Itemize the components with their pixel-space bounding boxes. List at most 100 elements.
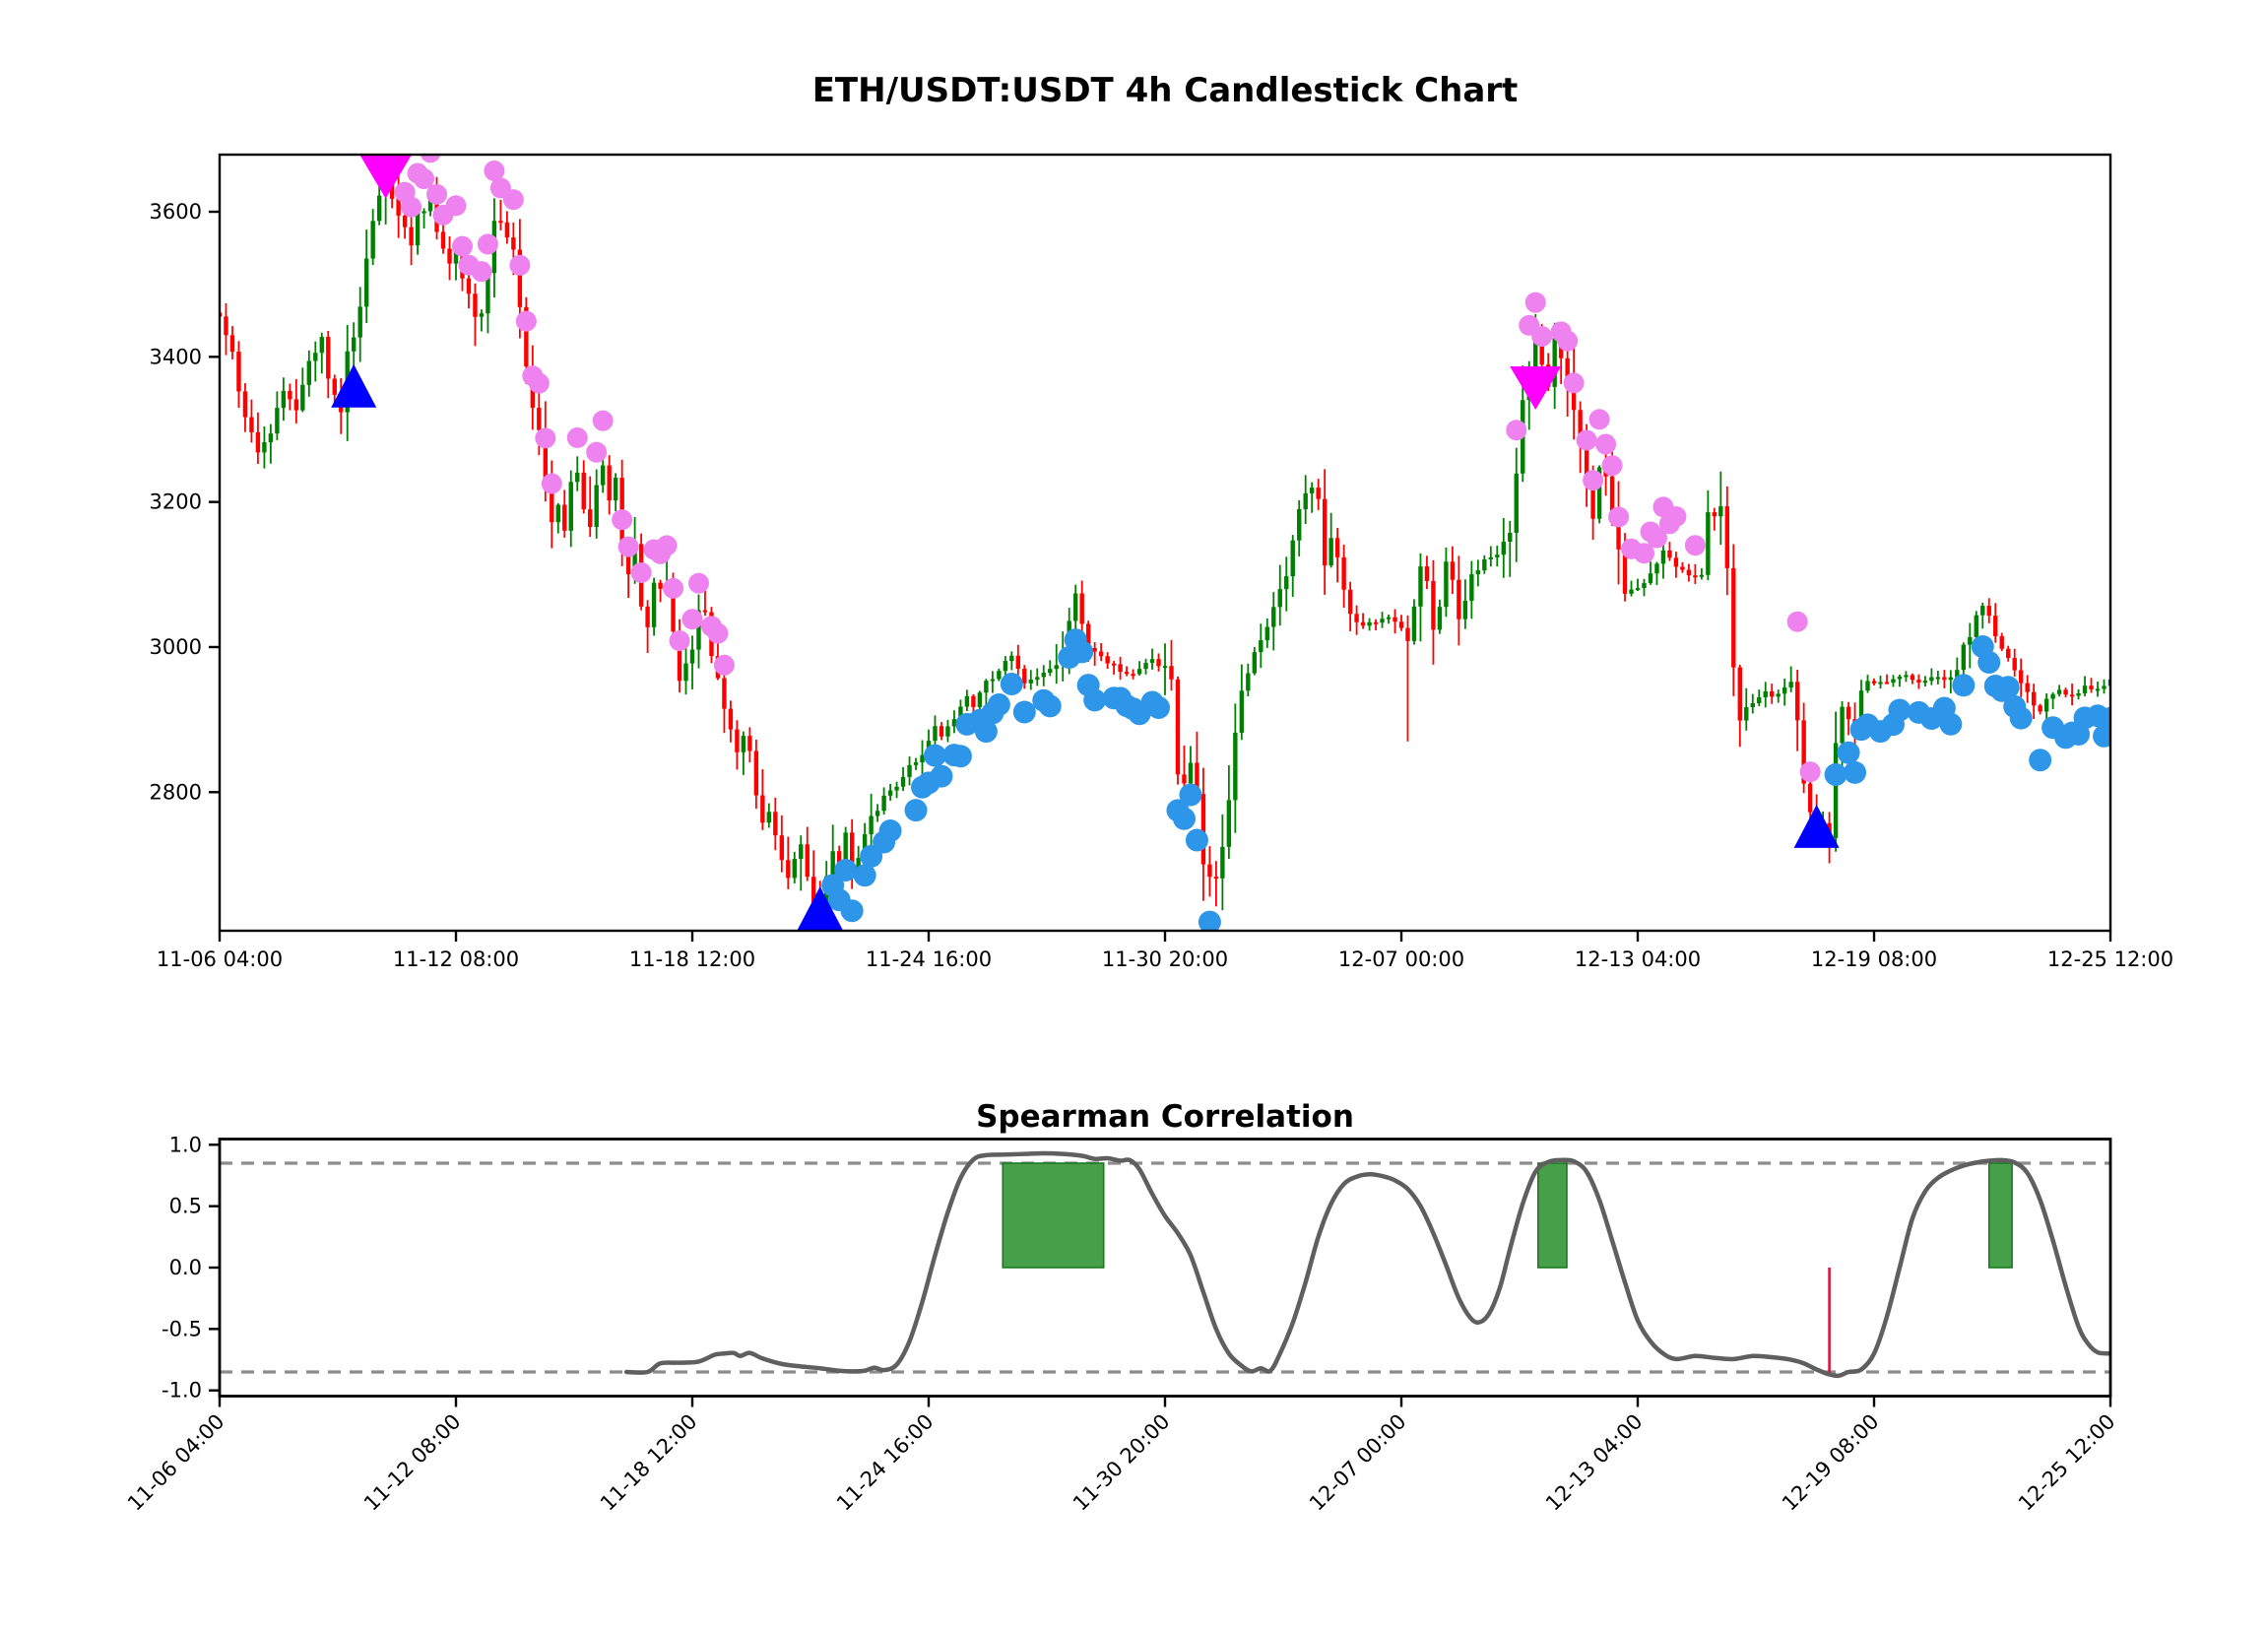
candle-body <box>249 417 254 432</box>
pink-dot <box>477 233 498 255</box>
threshold-lines-group <box>220 1161 2110 1374</box>
highlight-bar <box>1537 1162 1568 1269</box>
candle-body <box>1782 686 1787 694</box>
pink-dot <box>1506 420 1527 441</box>
candle-body <box>1462 600 1468 620</box>
blue-dot <box>930 764 953 788</box>
candle-body <box>1968 636 1973 645</box>
candle-body <box>1686 569 1692 576</box>
candle-body <box>1277 589 1282 608</box>
candle-body <box>1508 532 1513 542</box>
pink-dot <box>592 410 614 431</box>
candle-body <box>2025 683 2030 692</box>
candle-body <box>313 353 318 361</box>
candle-body <box>869 816 874 835</box>
highlight-bars-group <box>1002 1162 2013 1269</box>
blue-dot <box>1198 910 1221 931</box>
candle-body <box>319 337 324 354</box>
candle-body <box>1667 550 1672 558</box>
highlight-bar <box>1002 1162 1105 1269</box>
candle-body <box>229 335 235 353</box>
candle-body <box>805 844 810 878</box>
candle-body <box>722 678 727 709</box>
candle-body <box>671 582 676 631</box>
candle-body <box>1929 677 1934 682</box>
candle-body <box>984 681 989 693</box>
svg-text:11-30 20:00: 11-30 20:00 <box>1069 1409 1175 1516</box>
candle-body <box>537 407 542 430</box>
candle-body <box>1539 338 1544 365</box>
pink-dot <box>471 261 492 283</box>
candle-body <box>2102 685 2106 689</box>
candle-body <box>1744 706 1749 721</box>
candle-body <box>600 465 606 486</box>
candle-body <box>288 390 292 400</box>
pink-dot <box>1684 535 1706 556</box>
pink-dot <box>1563 372 1585 394</box>
svg-text:11-24 16:00: 11-24 16:00 <box>866 947 992 971</box>
candle-body <box>1322 498 1328 566</box>
candle-body <box>1904 675 1909 678</box>
candle-body <box>779 835 785 861</box>
svg-text:3600: 3600 <box>150 200 202 224</box>
candle-body <box>1098 651 1104 657</box>
candle-body <box>1999 635 2004 649</box>
candle-body <box>447 248 452 264</box>
candle-body <box>1763 690 1768 697</box>
candle-body <box>607 465 612 501</box>
pink-dot <box>509 254 531 276</box>
candle-body <box>1048 669 1053 674</box>
blue-dot <box>974 720 998 744</box>
candle-body <box>1475 570 1481 575</box>
candle-body <box>1596 467 1602 519</box>
candle-body <box>262 442 267 453</box>
sell-triangle-marker <box>1510 365 1562 410</box>
candle-body <box>1233 732 1238 801</box>
candle-body <box>1552 338 1557 387</box>
candle-body <box>836 851 842 866</box>
candle-body <box>613 478 618 501</box>
candle-body <box>2056 689 2062 694</box>
candle-body <box>696 610 701 650</box>
correlation-axes: 11-06 04:00 11-12 08:00 11-18 12:00 11-24 1… <box>123 1133 2120 1515</box>
pink-dot <box>707 622 729 644</box>
pink-dot <box>630 561 652 583</box>
candle-body <box>1079 593 1084 624</box>
candle-body <box>1565 358 1570 381</box>
candle-body <box>1955 670 1960 678</box>
candle-body <box>568 482 573 531</box>
candle-body <box>1259 640 1264 653</box>
candle-body <box>511 237 516 250</box>
correlation-chart-title: Spearman Correlation <box>976 1099 1354 1135</box>
candle-body <box>1015 655 1021 669</box>
candle-body <box>1488 556 1494 559</box>
pink-dot <box>1633 543 1654 564</box>
candle-body <box>1699 574 1705 577</box>
candle-body <box>1788 682 1793 687</box>
pink-dot <box>612 509 633 531</box>
svg-text:12-19 08:00: 12-19 08:00 <box>1778 1409 1884 1516</box>
candle-body <box>1239 690 1245 733</box>
pink-dot <box>586 441 608 463</box>
candle-body <box>1028 680 1033 684</box>
candle-body <box>977 692 983 707</box>
candle-body <box>1284 576 1289 590</box>
svg-text:12-25 12:00: 12-25 12:00 <box>2014 1409 2120 1516</box>
svg-text:11-12 08:00: 11-12 08:00 <box>393 947 519 971</box>
blue-dot <box>834 858 858 881</box>
blue-dot <box>1038 694 1062 718</box>
candle-body <box>843 832 848 866</box>
candle-body <box>275 408 280 434</box>
candle-body <box>1009 655 1014 662</box>
blue-dot <box>1185 828 1208 852</box>
candle-body <box>1910 675 1915 681</box>
candlestick-tick-marks <box>209 210 2112 942</box>
pink-dot <box>681 609 703 630</box>
candle-body <box>363 258 369 307</box>
candle-body <box>1680 566 1685 570</box>
blue-dot <box>878 819 902 843</box>
candle-body <box>1297 508 1302 541</box>
candle-body <box>427 199 433 212</box>
pink-scatter-group <box>381 155 1821 783</box>
pink-dot <box>484 160 505 181</box>
